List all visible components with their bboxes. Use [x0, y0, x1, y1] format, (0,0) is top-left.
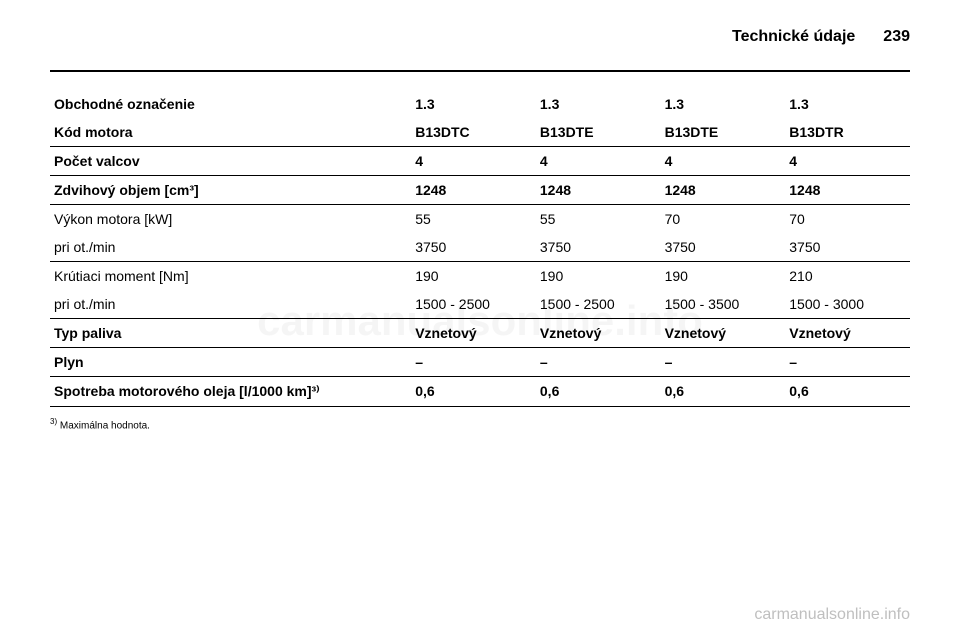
- row-value: 1248: [411, 176, 536, 205]
- bottom-watermark: carmanualsonline.info: [754, 606, 910, 624]
- row-value: 1.3: [411, 90, 536, 118]
- row-value: 55: [411, 205, 536, 234]
- table-row: Kód motoraB13DTCB13DTEB13DTEB13DTR: [50, 118, 910, 147]
- row-value: 4: [536, 147, 661, 176]
- row-label: Kód motora: [50, 118, 411, 147]
- row-value: –: [536, 348, 661, 377]
- row-value: 190: [661, 262, 786, 291]
- table-row: Obchodné označenie1.31.31.31.3: [50, 90, 910, 118]
- row-value: 0,6: [536, 377, 661, 407]
- row-value: 1248: [536, 176, 661, 205]
- row-value: 1248: [661, 176, 786, 205]
- row-value: –: [411, 348, 536, 377]
- row-value: B13DTC: [411, 118, 536, 147]
- row-value: 4: [411, 147, 536, 176]
- row-value: 1500 - 2500: [536, 290, 661, 319]
- table-row: Typ palivaVznetovýVznetovýVznetovýVzneto…: [50, 319, 910, 348]
- table-row: Výkon motora [kW]55557070: [50, 205, 910, 234]
- row-label: Zdvihový objem [cm³]: [50, 176, 411, 205]
- row-value: B13DTE: [661, 118, 786, 147]
- row-value: 3750: [536, 233, 661, 262]
- table-row: pri ot./min1500 - 25001500 - 25001500 - …: [50, 290, 910, 319]
- page-section-title: Technické údaje: [732, 28, 855, 46]
- row-label: Krútiaci moment [Nm]: [50, 262, 411, 291]
- footnote-text: Maximálna hodnota.: [60, 420, 150, 431]
- table-row: Spotreba motorového oleja [l/1000 km]³⁾0…: [50, 377, 910, 407]
- row-value: 0,6: [661, 377, 786, 407]
- row-label: Výkon motora [kW]: [50, 205, 411, 234]
- table-row: Počet valcov4444: [50, 147, 910, 176]
- header-rule: [50, 70, 910, 72]
- row-value: Vznetový: [785, 319, 910, 348]
- row-value: 4: [785, 147, 910, 176]
- row-value: 210: [785, 262, 910, 291]
- row-value: 1500 - 3000: [785, 290, 910, 319]
- table-row: pri ot./min3750375037503750: [50, 233, 910, 262]
- row-value: –: [785, 348, 910, 377]
- row-value: 1.3: [536, 90, 661, 118]
- row-value: 1500 - 2500: [411, 290, 536, 319]
- row-label: Plyn: [50, 348, 411, 377]
- row-label: pri ot./min: [50, 233, 411, 262]
- row-label: Spotreba motorového oleja [l/1000 km]³⁾: [50, 377, 411, 407]
- row-value: 0,6: [411, 377, 536, 407]
- row-value: 3750: [661, 233, 786, 262]
- row-value: Vznetový: [536, 319, 661, 348]
- row-label: pri ot./min: [50, 290, 411, 319]
- row-label: Obchodné označenie: [50, 90, 411, 118]
- row-value: 190: [536, 262, 661, 291]
- row-value: 0,6: [785, 377, 910, 407]
- row-value: B13DTE: [536, 118, 661, 147]
- footnote-marker: 3): [50, 417, 57, 426]
- row-value: B13DTR: [785, 118, 910, 147]
- row-value: 1.3: [785, 90, 910, 118]
- row-value: 1248: [785, 176, 910, 205]
- row-value: 190: [411, 262, 536, 291]
- table-row: Plyn––––: [50, 348, 910, 377]
- row-value: 55: [536, 205, 661, 234]
- page-number: 239: [883, 28, 910, 46]
- row-value: 1.3: [661, 90, 786, 118]
- table-row: Zdvihový objem [cm³]1248124812481248: [50, 176, 910, 205]
- row-value: 70: [785, 205, 910, 234]
- row-value: Vznetový: [411, 319, 536, 348]
- row-label: Typ paliva: [50, 319, 411, 348]
- row-value: Vznetový: [661, 319, 786, 348]
- row-value: 3750: [411, 233, 536, 262]
- table-row: Krútiaci moment [Nm]190190190210: [50, 262, 910, 291]
- row-value: 3750: [785, 233, 910, 262]
- row-value: 4: [661, 147, 786, 176]
- row-value: 70: [661, 205, 786, 234]
- specs-table: Obchodné označenie1.31.31.31.3Kód motora…: [50, 90, 910, 407]
- footnote: 3) Maximálna hodnota.: [50, 407, 910, 431]
- row-label: Počet valcov: [50, 147, 411, 176]
- row-value: 1500 - 3500: [661, 290, 786, 319]
- row-value: –: [661, 348, 786, 377]
